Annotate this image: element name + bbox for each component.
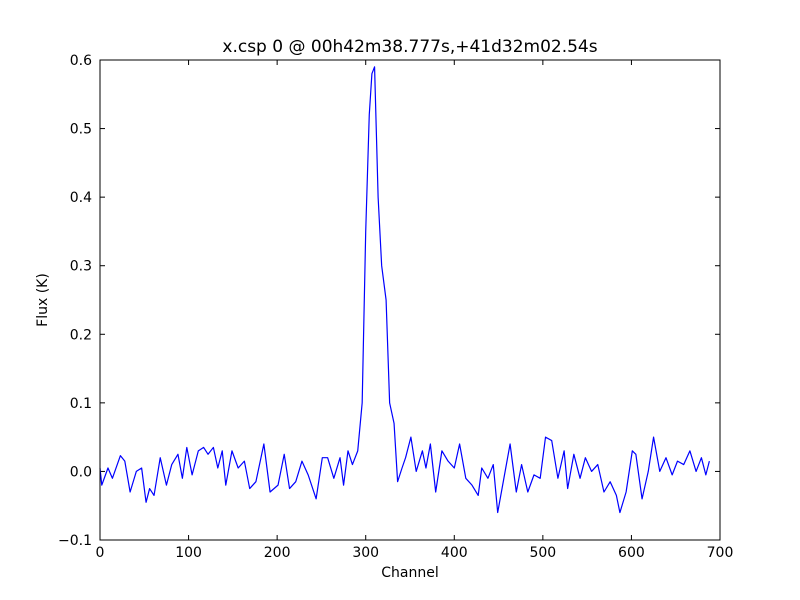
x-tick-label: 0 (96, 545, 105, 561)
x-tick-label: 200 (264, 545, 291, 561)
x-tick-label: 700 (707, 545, 734, 561)
y-tick-label: 0.2 (70, 327, 92, 343)
x-tick-label: 100 (175, 545, 202, 561)
x-axis-label: Channel (381, 565, 438, 581)
x-tick-label: 600 (618, 545, 645, 561)
y-tick-label: 0.3 (70, 259, 92, 275)
y-tick-label: 0.5 (70, 122, 92, 138)
chart-title: x.csp 0 @ 00h42m38.777s,+41d32m02.54s (222, 37, 597, 57)
data-line (99, 66, 710, 514)
y-axis-label: Flux (K) (35, 273, 51, 327)
y-tick-label: 0.4 (70, 190, 92, 206)
x-tick-label: 400 (441, 545, 468, 561)
x-tick-label: 300 (352, 545, 379, 561)
y-tick-label: −0.1 (58, 533, 92, 549)
x-tick-label: 500 (529, 545, 556, 561)
y-tick-label: 0.6 (70, 53, 92, 69)
y-tick-label: 0.0 (70, 464, 92, 480)
plot-frame (99, 59, 721, 541)
y-tick-label: 0.1 (70, 396, 92, 412)
